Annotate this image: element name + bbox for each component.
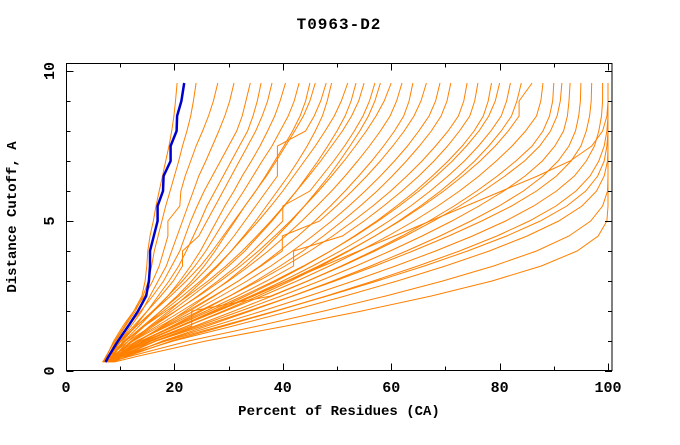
model-curve (103, 82, 468, 363)
model-curve (105, 83, 609, 363)
model-curve (103, 82, 392, 363)
y-tick-label: 10 (42, 62, 59, 80)
model-curve (103, 82, 316, 363)
model-curve (114, 83, 609, 363)
x-tick-label: 40 (274, 380, 292, 397)
model-curve (101, 82, 365, 363)
model-curve (102, 82, 219, 363)
model-curve (103, 82, 178, 363)
model-curve (105, 82, 563, 363)
model-curve (111, 82, 333, 363)
x-axis-label: Percent of Residues (CA) (238, 404, 440, 420)
plot-border (66, 63, 613, 371)
model-curve (105, 82, 273, 363)
x-tick-label: 60 (382, 380, 400, 397)
model-curve (106, 82, 235, 363)
model-curve (104, 82, 197, 363)
model-curve (112, 82, 452, 363)
model-curve (104, 82, 593, 363)
y-tick-label: 5 (42, 216, 59, 225)
model-curve (111, 82, 555, 363)
model-curve (113, 82, 381, 363)
model-curve (110, 82, 414, 363)
model-curve (106, 82, 479, 363)
y-axis-label: Distance Cutoff, A (5, 141, 21, 293)
y-tick-label: 0 (42, 366, 59, 375)
model-curve (108, 83, 604, 363)
x-tick-label: 80 (491, 380, 509, 397)
model-curve (113, 82, 582, 363)
model-curve (106, 82, 403, 363)
x-tick-label: 20 (165, 380, 183, 397)
model-curve (106, 83, 609, 363)
model-curve (106, 82, 327, 363)
x-tick-label: 0 (61, 380, 70, 397)
model-curve (109, 82, 571, 363)
model-curve (105, 82, 501, 363)
reference-curve (104, 82, 186, 363)
model-curve (108, 82, 262, 363)
x-tick-label: 100 (594, 380, 621, 397)
chart-title: T0963-D2 (296, 16, 382, 34)
model-curve (107, 82, 441, 363)
model-curve (107, 82, 286, 363)
model-curve (102, 83, 609, 363)
model-curve (104, 82, 349, 363)
model-curve (107, 82, 544, 363)
model-curve (111, 83, 609, 363)
model-curve (104, 82, 427, 363)
model-curve (107, 82, 376, 363)
